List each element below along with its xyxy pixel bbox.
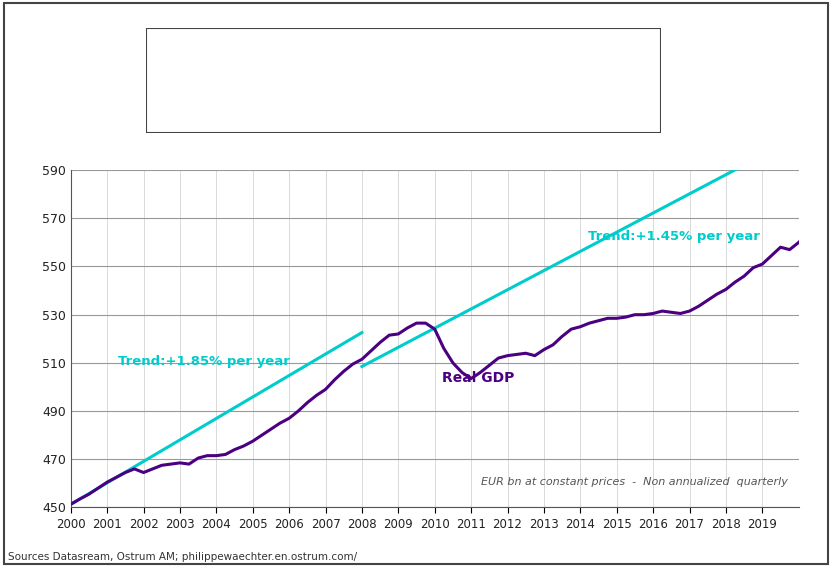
Text: France - GDP Profile: France - GDP Profile <box>298 52 509 71</box>
Text: Sources Datasream, Ostrum AM; philippewaechter.en.ostrum.com/: Sources Datasream, Ostrum AM; philippewa… <box>8 552 358 562</box>
Text: Trend:+1.45% per year: Trend:+1.45% per year <box>587 230 760 243</box>
Text: Trend:+1.85% per year: Trend:+1.85% per year <box>118 356 290 369</box>
Text: Real GDP: Real GDP <box>442 371 514 385</box>
Text: Real GDP Q1 2000 - Q3 2019: Real GDP Q1 2000 - Q3 2019 <box>254 98 553 117</box>
Text: EUR bn at constant prices  -  Non annualized  quarterly: EUR bn at constant prices - Non annualiz… <box>481 477 788 487</box>
FancyBboxPatch shape <box>146 28 661 133</box>
